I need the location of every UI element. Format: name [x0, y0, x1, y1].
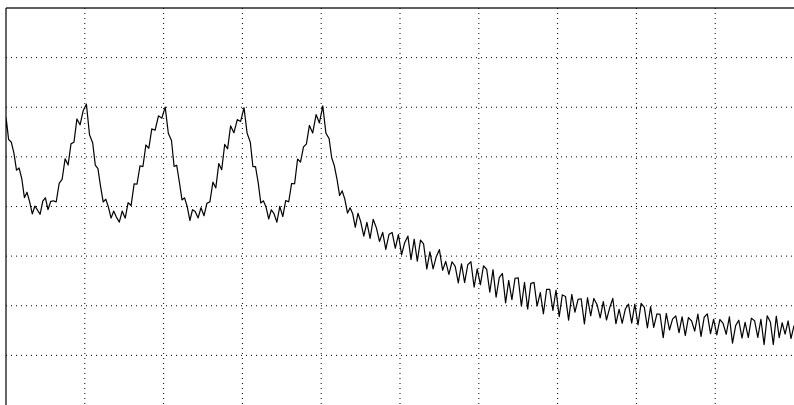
series-line-1 — [5, 103, 794, 346]
